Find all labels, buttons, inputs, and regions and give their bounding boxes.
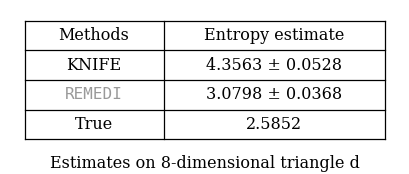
Text: REMEDI: REMEDI	[65, 87, 123, 102]
Text: 2.5852: 2.5852	[246, 116, 302, 133]
Text: Entropy estimate: Entropy estimate	[204, 27, 344, 44]
Text: 4.3563 ± 0.0528: 4.3563 ± 0.0528	[206, 57, 342, 74]
Text: True: True	[75, 116, 113, 133]
Text: Estimates on 8-dimensional triangle d: Estimates on 8-dimensional triangle d	[50, 155, 359, 172]
Text: KNIFE: KNIFE	[66, 57, 121, 74]
Text: 3.0798 ± 0.0368: 3.0798 ± 0.0368	[206, 86, 342, 103]
Text: Methods: Methods	[58, 27, 129, 44]
